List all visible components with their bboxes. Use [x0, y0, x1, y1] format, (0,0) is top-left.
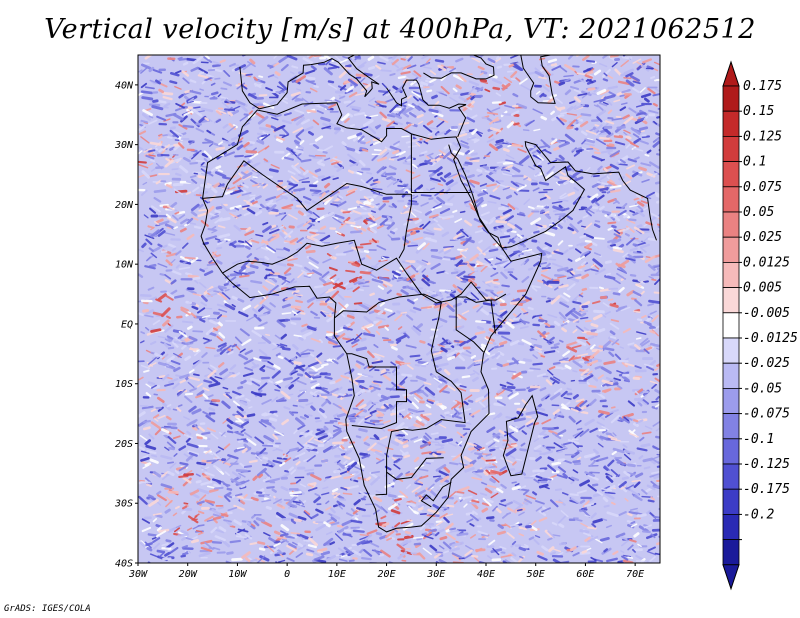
lon-tick-label: 20E [378, 569, 396, 580]
colorbar-swatch [722, 236, 740, 263]
lon-tick-label: 0 [284, 569, 290, 580]
colorbar-swatch [722, 539, 740, 566]
colorbar: 0.175 0.15 0.125 0.1 0.075 0.05 0.025 0.0125 0.0… [722, 60, 798, 591]
longitude-axis: 30W 20W 10W 0 10E 20E 30E 40E 50E 60E 70E [128, 563, 644, 580]
lat-tick-label: 10S [115, 379, 133, 390]
colorbar-bottom-arrow [722, 564, 740, 591]
lat-tick-label: 20N [115, 200, 134, 211]
arabia-coastline [448, 141, 657, 249]
colorbar-swatch [722, 287, 740, 314]
border-sahara [202, 160, 412, 259]
lat-tick-label: 40N [115, 80, 134, 91]
colorbar-label: 0.0125 [743, 255, 790, 270]
colorbar-label: 0.075 [743, 180, 782, 195]
colorbar-swatch [722, 488, 740, 515]
border-namibia [375, 472, 388, 496]
colorbar-swatch [722, 463, 740, 490]
map-frame [137, 54, 661, 564]
colorbar-label: -0.0125 [743, 331, 798, 346]
colorbar-swatch [722, 362, 740, 389]
lat-tick-label: 30N [114, 140, 134, 151]
lon-tick-label: 20W [179, 569, 198, 580]
map-title: Vertical velocity [m/s] at 400hPa, VT: 2… [44, 14, 756, 45]
border-sahel [222, 239, 507, 304]
lon-tick-label: 40E [477, 569, 495, 580]
lat-tick-label: 30S [114, 499, 133, 510]
colorbar-swatch [722, 387, 740, 414]
lat-tick-label: 20S [115, 439, 133, 450]
colorbar-label: -0.025 [743, 356, 790, 371]
latitude-axis: 40N 30N 20N 10N EQ 10S 20S 30S 40S [114, 80, 138, 570]
coastlines-borders [200, 55, 657, 533]
colorbar-swatch [722, 135, 740, 162]
colorbar-swatch [722, 438, 740, 465]
aegean-coastline [386, 79, 467, 109]
colorbar-label: -0.2 [743, 507, 774, 522]
colorbar-label: 0.175 [743, 79, 782, 94]
lon-tick-label: 10W [228, 569, 247, 580]
border-east-africa [455, 296, 496, 353]
lon-tick-label: 30W [128, 569, 148, 580]
africa-coastline [200, 102, 543, 533]
border-angola-congo [346, 353, 407, 430]
colorbar-swatch [722, 211, 740, 238]
colorbar-label: 0.05 [743, 205, 774, 220]
colorbar-swatch [722, 312, 740, 339]
colorbar-swatch [722, 514, 740, 541]
levant-coastline [457, 104, 467, 138]
caspian-coastline [520, 55, 556, 104]
colorbar-label: -0.05 [743, 381, 782, 396]
colorbar-label: 0.1 [743, 155, 766, 170]
velocity-field [138, 55, 660, 563]
lon-tick-label: 70E [626, 569, 644, 580]
border-egypt [410, 134, 471, 193]
colorbar-swatch [722, 186, 740, 213]
border-lesotho [420, 481, 452, 508]
colorbar-label: -0.005 [743, 306, 790, 321]
colorbar-label: -0.125 [743, 457, 790, 472]
colorbar-label: 0.025 [743, 230, 782, 245]
madagascar-coastline [502, 394, 539, 477]
black-sea-coastline [423, 55, 495, 80]
colorbar-swatch [722, 161, 740, 188]
lat-tick-label: EQ [121, 319, 133, 330]
lon-tick-label: 60E [576, 569, 594, 580]
colorbar-label: -0.075 [743, 407, 790, 422]
colorbar-swatch [722, 261, 740, 288]
colorbar-label: -0.1 [743, 432, 774, 447]
southern-europe-coastline [239, 55, 380, 110]
colorbar-swatch [722, 110, 740, 137]
colorbar-swatch [722, 85, 740, 112]
grads-credit: GrADS: IGES/COLA [4, 604, 91, 614]
colorbar-swatch [722, 413, 740, 440]
lat-tick-label: 10N [115, 260, 134, 271]
colorbar-swatch [722, 337, 740, 364]
lon-tick-label: 10E [328, 569, 346, 580]
colorbar-top-arrow [722, 60, 740, 87]
colorbar-label: 0.15 [743, 104, 774, 119]
lat-tick-label: 40S [115, 559, 133, 570]
colorbar-label: 0.005 [743, 281, 782, 296]
colorbar-label: 0.125 [743, 129, 782, 144]
lon-tick-label: 50E [527, 569, 545, 580]
colorbar-label: -0.175 [743, 482, 790, 497]
lon-tick-label: 30E [426, 569, 445, 580]
